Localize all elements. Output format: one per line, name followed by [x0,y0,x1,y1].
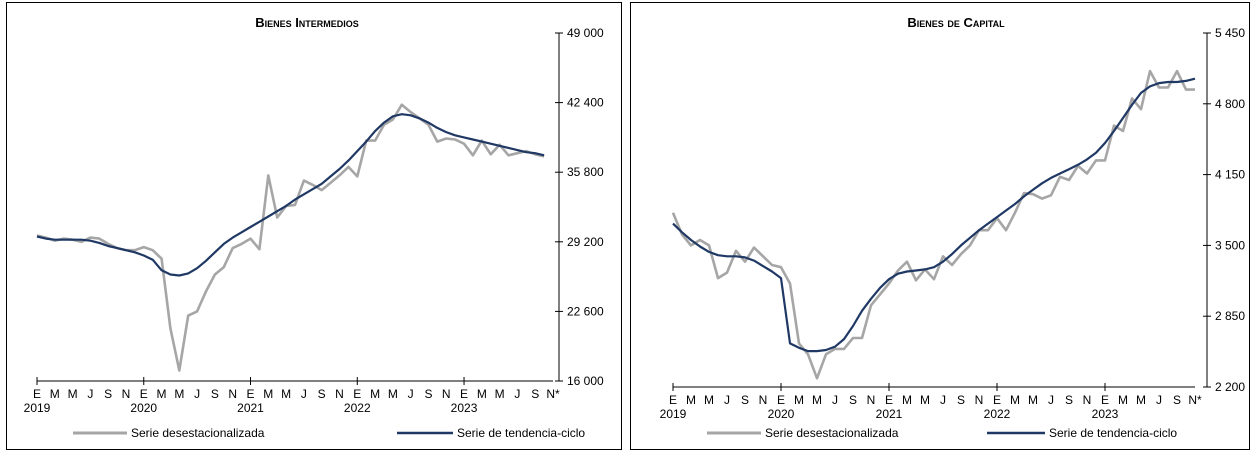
x-tick-label: S [1173,393,1181,407]
x-tick-label: N [442,387,451,401]
y-tick-label: 4 800 [1215,97,1245,111]
x-tick-label: M [370,387,380,401]
series-tendencia-ciclo-line [36,113,545,277]
chart-panel-bienes-de-capital: Bienes de Capital 2 200 2 850 3 500 4 150 4 8… [630,2,1250,450]
x-tick-label: M [794,393,804,407]
x-tick-label: S [849,393,857,407]
x-tick-label: J [1156,393,1162,407]
x-tick-label: E [140,387,148,401]
chart-title: Bienes de Capital [907,15,1005,30]
x-tick-label: N [228,387,237,401]
y-tick-label: 16 000 [567,374,604,388]
x-tick-label: M [50,387,60,401]
x-tick-label: M [263,387,273,401]
x-tick-label: M [704,393,714,407]
y-tick-label: 3 500 [1215,238,1245,252]
x-tick-label: M [174,387,184,401]
x-tick-label: M [388,387,398,401]
y-tick-label: 22 600 [567,304,604,318]
legend-label: Serie desestacionalizada [765,426,899,440]
x-tick-label: M [1118,393,1128,407]
x-tick-label: E [247,387,255,401]
x-tick-label: S [741,393,749,407]
x-tick-label: N [335,387,344,401]
x-tick-label: S [318,387,326,401]
x-tick-label: N* [546,387,560,401]
x-tick-label: M [686,393,696,407]
y-tick-label: 49 000 [567,26,604,40]
y-tick-label: 42 400 [567,96,604,110]
x-tick-label: E [1101,393,1109,407]
y-tick-label: 5 450 [1215,26,1245,40]
y-tick-label: 35 800 [567,165,604,179]
x-tick-label: J [301,387,307,401]
x-year-label: 2021 [237,401,264,415]
x-tick-label: E [993,393,1001,407]
series-desestacionalizada-line [671,69,1195,380]
x-tick-label: S [1065,393,1073,407]
y-tick-label: 2 850 [1215,309,1245,323]
x-tick-label: J [408,387,414,401]
x-year-label: 2022 [984,407,1011,421]
legend-label: Serie desestacionalizada [131,426,265,440]
x-tick-label: J [1048,393,1054,407]
x-tick-label: S [211,387,219,401]
x-tick-label: E [777,393,785,407]
x-tick-label: M [157,387,167,401]
y-tick-label: 29 200 [567,235,604,249]
chart-panel-bienes-intermedios: Bienes Intermedios 16 000 22 600 29 200 35 8… [6,2,622,450]
x-tick-label: J [194,387,200,401]
x-tick-label: S [957,393,965,407]
x-tick-label: E [669,393,677,407]
chart-title: Bienes Intermedios [255,15,359,30]
x-tick-label: J [940,393,946,407]
x-tick-label: M [1136,393,1146,407]
x-tick-label: J [514,387,520,401]
x-tick-label: E [460,387,468,401]
x-tick-label: M [1010,393,1020,407]
x-tick-label: N [122,387,131,401]
x-tick-label: M [281,387,291,401]
x-year-label: 2019 [24,401,51,415]
x-tick-label: M [68,387,78,401]
x-tick-label: M [477,387,487,401]
chart-bienes-de-capital: Bienes de Capital 2 200 2 850 3 500 4 150 4 8… [660,15,1246,440]
x-tick-label: N [867,393,876,407]
x-tick-label: J [87,387,93,401]
x-tick-label: J [724,393,730,407]
x-tick-label: E [885,393,893,407]
x-tick-label: S [531,387,539,401]
chart-bienes-intermedios: Bienes Intermedios 16 000 22 600 29 200 35 8… [24,15,604,440]
series-desestacionalizada-line [36,103,545,372]
x-year-label: 2020 [768,407,795,421]
x-year-label: 2023 [1092,407,1119,421]
x-tick-label: M [495,387,505,401]
x-tick-label: E [353,387,361,401]
x-tick-label: N [975,393,984,407]
y-tick-label: 2 200 [1215,380,1245,394]
x-tick-label: M [920,393,930,407]
x-tick-label: S [104,387,112,401]
x-year-label: 2021 [876,407,903,421]
y-tick-label: 4 150 [1215,168,1245,182]
x-year-label: 2022 [344,401,371,415]
x-year-label: 2019 [660,407,687,421]
x-tick-label: M [902,393,912,407]
series-tendencia-ciclo-line [672,77,1196,353]
x-tick-label: N [1083,393,1092,407]
legend-label: Serie de tendencia-ciclo [457,426,585,440]
x-tick-label: J [832,393,838,407]
x-tick-label: M [812,393,822,407]
x-tick-label: E [33,387,41,401]
legend-label: Serie de tendencia-ciclo [1049,426,1177,440]
x-tick-label: N [759,393,768,407]
x-year-label: 2020 [130,401,157,415]
x-tick-label: N* [1188,393,1202,407]
x-year-label: 2023 [451,401,478,415]
x-tick-label: M [1028,393,1038,407]
x-tick-label: S [424,387,432,401]
